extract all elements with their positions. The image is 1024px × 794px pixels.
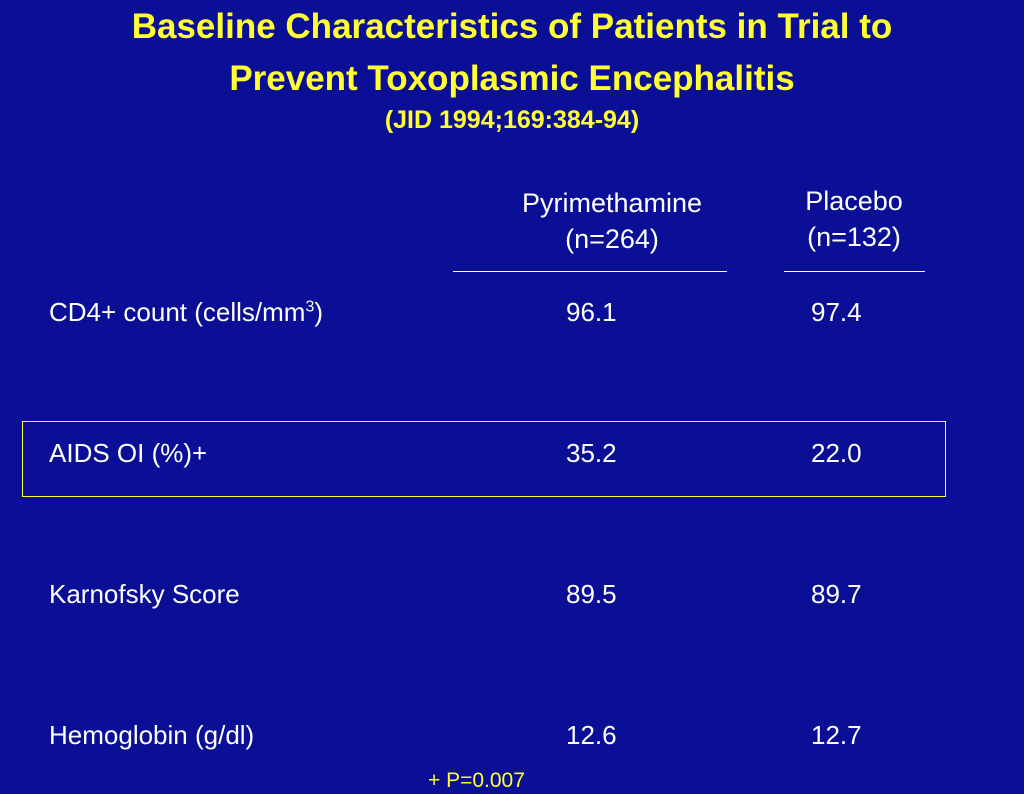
row-label: Hemoglobin (g/dl) <box>49 720 255 750</box>
cell-placebo: 22.0 <box>811 438 862 468</box>
cell-placebo: 12.7 <box>811 720 862 750</box>
row-label-suffix: ) <box>314 297 324 327</box>
column-header-placebo: Placebo (n=132) <box>784 183 924 255</box>
slide-title-line-1: Baseline Characteristics of Patients in … <box>131 7 893 46</box>
table-row-aids-oi: AIDS OI (%)+ 35.2 22.0 <box>0 433 1024 473</box>
table-row-cd4: CD4+ count (cells/mm3) 96.1 97.4 <box>0 292 1024 332</box>
row-label-superscript: 3 <box>305 298 315 316</box>
cell-pyrimethamine: 12.6 <box>566 720 617 750</box>
cell-pyrimethamine: 89.5 <box>566 579 617 609</box>
row-label: AIDS OI (%)+ <box>49 438 208 468</box>
footnote: + P=0.007 <box>428 769 525 792</box>
column-underline-pyrimethamine <box>453 271 727 272</box>
cell-placebo: 97.4 <box>811 297 862 327</box>
column-header-n: (n=264) <box>565 224 659 254</box>
column-underline-placebo <box>784 271 925 272</box>
column-header-name: Pyrimethamine <box>521 188 703 218</box>
row-label: CD4+ count (cells/mm3) <box>49 292 323 332</box>
row-label: Karnofsky Score <box>49 579 240 609</box>
column-header-n: (n=132) <box>807 222 901 252</box>
column-header-pyrimethamine: Pyrimethamine (n=264) <box>455 185 769 257</box>
row-label-text: CD4+ count (cells/mm <box>49 297 306 327</box>
slide-citation: (JID 1994;169:384-94) <box>384 106 640 134</box>
table-row-karnofsky: Karnofsky Score 89.5 89.7 <box>0 574 1024 614</box>
column-header-name: Placebo <box>805 186 903 216</box>
cell-placebo: 89.7 <box>811 579 862 609</box>
highlight-box <box>22 421 946 497</box>
table-row-hemoglobin: Hemoglobin (g/dl) 12.6 12.7 <box>0 715 1024 755</box>
cell-pyrimethamine: 96.1 <box>566 297 617 327</box>
slide-title-line-2: Prevent Toxoplasmic Encephalitis <box>229 59 795 98</box>
cell-pyrimethamine: 35.2 <box>566 438 617 468</box>
